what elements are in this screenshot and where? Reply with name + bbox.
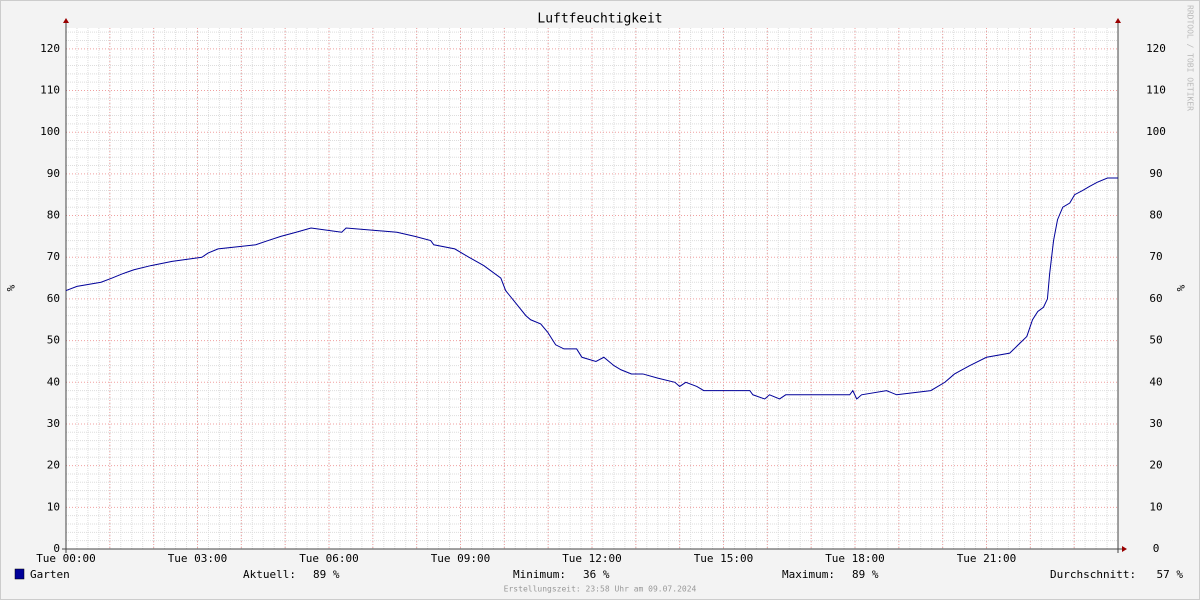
stat-label: Aktuell: — [243, 568, 296, 581]
data-line — [65, 177, 1118, 400]
y2-tick-label: 80 — [1149, 209, 1162, 222]
stat-value: 89 % — [852, 568, 879, 581]
y-tick-label: 120 — [40, 42, 60, 55]
arrow — [1122, 546, 1127, 552]
arrow — [1115, 18, 1121, 23]
watermark: RRDTOOL / TOBI OETIKER — [1186, 5, 1195, 111]
arrow — [63, 18, 69, 23]
y2-tick-label: 110 — [1146, 84, 1166, 97]
y2-tick-label: 0 — [1153, 542, 1160, 555]
y2-tick-label: 70 — [1149, 250, 1162, 263]
y2-tick-label: 30 — [1149, 417, 1162, 430]
stat-label: Durchschnitt: — [1050, 568, 1136, 581]
stat-value: 57 % — [1157, 568, 1184, 581]
y-tick-label: 100 — [40, 125, 60, 138]
y2-axis-label: % — [1174, 285, 1187, 292]
chart-title: Luftfeuchtigkeit — [537, 12, 662, 27]
y-tick-label: 10 — [47, 500, 60, 513]
x-tick-label: Tue 21:00 — [957, 552, 1017, 565]
stat-label: Maximum: — [782, 568, 835, 581]
y2-tick-label: 20 — [1149, 459, 1162, 472]
x-tick-label: Tue 18:00 — [825, 552, 885, 565]
y2-tick-label: 60 — [1149, 292, 1162, 305]
y2-tick-label: 90 — [1149, 167, 1162, 180]
y-tick-label: 60 — [47, 292, 60, 305]
stat-label: Minimum: — [513, 568, 566, 581]
legend-label: Garten — [30, 568, 70, 581]
x-tick-label: Tue 09:00 — [431, 552, 491, 565]
y2-tick-label: 120 — [1146, 42, 1166, 55]
stat-value: 89 % — [313, 568, 340, 581]
y-tick-label: 110 — [40, 84, 60, 97]
y-tick-label: 20 — [47, 459, 60, 472]
y-tick-label: 40 — [47, 375, 60, 388]
stat-value: 36 % — [583, 568, 610, 581]
y2-tick-label: 50 — [1149, 334, 1162, 347]
y-tick-label: 0 — [53, 542, 60, 555]
y2-tick-label: 40 — [1149, 375, 1162, 388]
y-tick-label: 90 — [47, 167, 60, 180]
x-tick-label: Tue 12:00 — [562, 552, 622, 565]
y-tick-label: 80 — [47, 209, 60, 222]
x-tick-label: Tue 00:00 — [36, 552, 96, 565]
x-tick-label: Tue 03:00 — [168, 552, 228, 565]
y-tick-label: 30 — [47, 417, 60, 430]
y-axis-label: % — [4, 285, 17, 292]
y-tick-label: 70 — [47, 250, 60, 263]
legend-swatch — [14, 568, 25, 580]
y2-tick-label: 100 — [1146, 125, 1166, 138]
y2-tick-label: 10 — [1149, 500, 1162, 513]
x-tick-label: Tue 06:00 — [299, 552, 359, 565]
y-tick-label: 50 — [47, 334, 60, 347]
footer: Erstellungszeit: 23:58 Uhr am 09.07.2024 — [504, 585, 697, 594]
x-tick-label: Tue 15:00 — [694, 552, 754, 565]
